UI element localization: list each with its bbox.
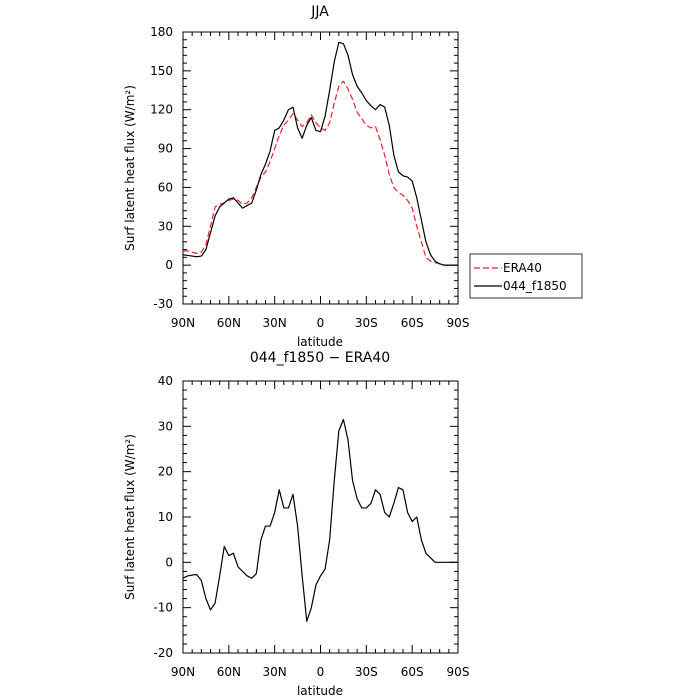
- bottom-chart-title: 044_f1850 − ERA40: [250, 350, 390, 366]
- x-tick-label: 90N: [171, 665, 195, 679]
- series-line-044-f1850-era40: [182, 418, 458, 622]
- top-tick-labels: -30 0 30 60 90 120 150 180 90N 60N 30N 0 30S 60S 90S: [150, 25, 469, 330]
- y-tick-label: 0: [165, 555, 173, 569]
- y-tick-label: 30: [158, 219, 173, 233]
- legend: ERA40 044_f1850: [469, 253, 583, 299]
- x-tick-label: 90S: [447, 665, 470, 679]
- y-tick-label: 40: [158, 374, 173, 388]
- y-tick-label: 0: [165, 258, 173, 272]
- y-tick-label: 180: [150, 25, 173, 39]
- y-tick-label: 150: [150, 64, 173, 78]
- legend-box: [469, 253, 583, 299]
- y-tick-label: 60: [158, 180, 173, 194]
- bottom-x-axis-label: latitude: [297, 684, 343, 698]
- y-tick-label: -10: [153, 601, 173, 615]
- x-tick-label: 30S: [355, 316, 378, 330]
- top-ticks: [182, 31, 459, 305]
- legend-label-044-f1850: 044_f1850: [503, 279, 567, 293]
- y-tick-label: 30: [158, 419, 173, 433]
- y-tick-label: 120: [150, 103, 173, 117]
- x-tick-label: 0: [317, 665, 325, 679]
- x-tick-label: 90S: [447, 316, 470, 330]
- top-y-axis-label: Surf latent heat flux (W/m²): [123, 85, 137, 251]
- y-tick-label: -20: [153, 646, 173, 660]
- x-tick-label: 90N: [171, 316, 195, 330]
- top-chart-title: JJA: [310, 4, 329, 20]
- top-x-axis-label: latitude: [297, 335, 343, 349]
- top-series: [182, 41, 458, 266]
- series-line-044-f1850: [182, 41, 458, 266]
- x-tick-label: 60N: [217, 316, 241, 330]
- bottom-tick-labels: -20 -10 0 10 20 30 40 90N 60N 30N 0 30S 60S 90S: [153, 374, 469, 679]
- y-tick-label: 20: [158, 465, 173, 479]
- bottom-ticks: [182, 380, 459, 654]
- bottom-series: [182, 418, 458, 622]
- x-tick-label: 60S: [401, 665, 424, 679]
- x-tick-label: 60S: [401, 316, 424, 330]
- x-tick-label: 30N: [263, 316, 287, 330]
- bottom-y-axis-label: Surf latent heat flux (W/m²): [123, 434, 137, 600]
- y-tick-label: 90: [158, 142, 173, 156]
- x-tick-label: 30N: [263, 665, 287, 679]
- y-tick-label: -30: [153, 297, 173, 311]
- top-panel: JJA -30 0 30 60 90 120 150 180 90N 60N 30N 0 30S 60S 9…: [123, 4, 583, 349]
- top-plot-frame: [182, 31, 459, 305]
- legend-label-era40: ERA40: [503, 261, 542, 275]
- bottom-panel: 044_f1850 − ERA40 -20 -10 0 10 20 30 40 90N 60N 3…: [123, 350, 469, 698]
- y-tick-label: 10: [158, 510, 173, 524]
- series-line-era40: [183, 80, 458, 266]
- x-tick-label: 60N: [217, 665, 241, 679]
- x-tick-label: 30S: [355, 665, 378, 679]
- x-tick-label: 0: [317, 316, 325, 330]
